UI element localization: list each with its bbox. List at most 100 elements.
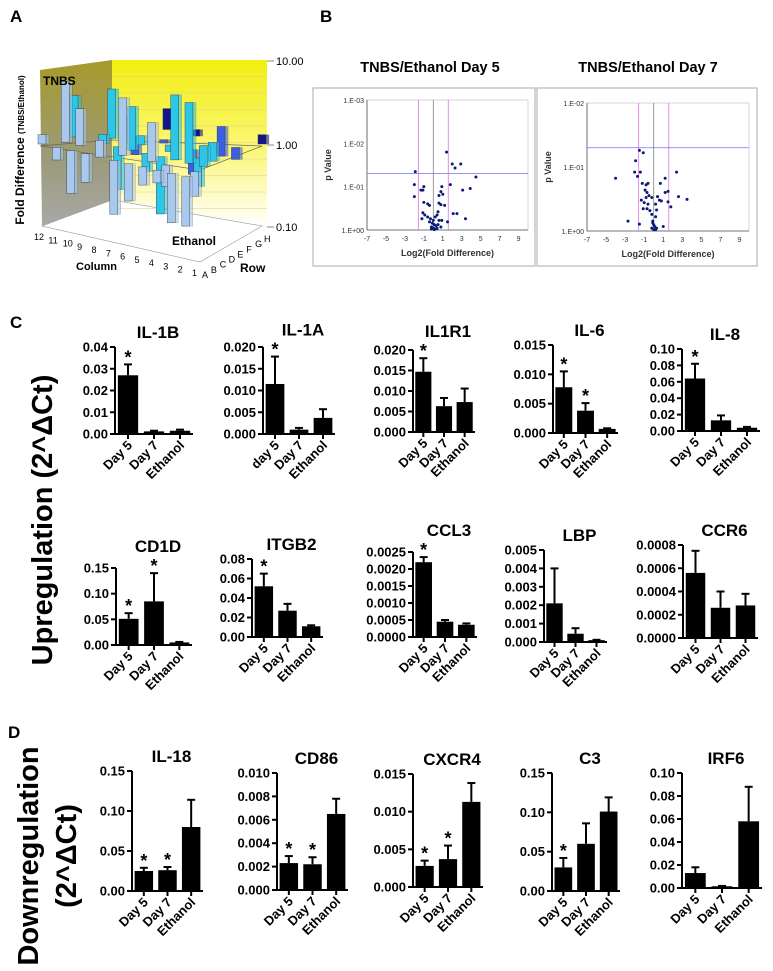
bar-3d-side [88, 153, 93, 183]
y-axis-label: p Value [543, 151, 553, 183]
bar [458, 624, 475, 637]
y-tick-label: 1.E-01 [343, 185, 364, 192]
y-tick-label: 0.08 [650, 358, 675, 373]
data-point [448, 183, 452, 187]
data-point [412, 183, 416, 187]
y-tick-label: 0.00 [650, 881, 675, 896]
significance-star: * [164, 850, 171, 870]
bar-3d [109, 160, 119, 215]
chart-title: IL-8 [710, 325, 740, 344]
x-tick-label: Day 5 [100, 438, 135, 473]
column-tick-label: 12 [34, 232, 44, 242]
y-tick-label: 0.005 [513, 396, 546, 411]
significance-star: * [444, 829, 451, 849]
chart-title: IL-18 [152, 747, 192, 766]
bar-3d-side [103, 140, 107, 158]
x-tick-label: 1 [441, 236, 445, 243]
y-tick-label: 0.015 [373, 363, 406, 378]
data-point [428, 220, 432, 224]
data-point [445, 150, 449, 154]
data-point [429, 227, 433, 231]
data-point [435, 213, 439, 217]
bar [181, 827, 201, 891]
y-tick-label: 1.E+00 [562, 229, 584, 236]
y-tick-label: 0.010 [223, 383, 256, 398]
data-point [646, 181, 650, 185]
data-point [474, 175, 478, 179]
bar [438, 859, 458, 887]
bar-3d [107, 88, 116, 139]
column-tick-label: 3 [163, 261, 168, 271]
data-point [645, 207, 649, 211]
x-tick-label: -3 [622, 237, 628, 244]
annotation-ethanol: Ethanol [172, 234, 216, 248]
x-tick-label: 1 [661, 237, 665, 244]
significance-star: * [309, 840, 316, 860]
bar-3d-side [115, 88, 119, 139]
x-tick-label: Day 5 [667, 892, 702, 927]
bar-3d [61, 81, 70, 143]
bar-3d [257, 134, 267, 145]
y-tick-label: 1.00 [276, 140, 297, 152]
significance-star: * [420, 341, 427, 361]
bar-3d-side [265, 134, 270, 145]
column-tick-label: 9 [77, 242, 82, 252]
y-tick-label: 0.01 [83, 405, 108, 420]
bar-3d [123, 163, 133, 202]
column-tick-label: 6 [120, 252, 125, 262]
y-tick-label: 0.00 [220, 630, 245, 645]
bar-3d-side [117, 160, 121, 215]
data-point [428, 217, 432, 221]
data-point [453, 166, 457, 170]
data-point [439, 203, 443, 207]
row-tick-label: F [246, 244, 252, 254]
y-tick-label: 0.05 [520, 844, 545, 859]
panel-label-b: B [320, 7, 332, 26]
data-point [428, 203, 432, 207]
x-tick-label: 7 [498, 236, 502, 243]
column-tick-label: 8 [91, 245, 96, 255]
data-point [459, 162, 463, 166]
data-point [426, 215, 430, 219]
data-point [614, 176, 618, 180]
bar [118, 618, 139, 645]
bar [710, 607, 731, 638]
data-point [431, 218, 435, 222]
data-point [450, 162, 454, 166]
bar-3d [181, 176, 190, 227]
data-point [654, 215, 658, 219]
data-point [685, 197, 689, 201]
y-tick-label: 0.0000 [366, 630, 406, 645]
bar-3d [147, 122, 156, 162]
column-tick-label: 4 [149, 258, 154, 268]
data-point [669, 205, 673, 209]
bar-3d [167, 173, 176, 224]
data-point [436, 223, 440, 227]
bar-3d-side [192, 102, 197, 164]
bar-3d-side [60, 147, 64, 161]
panel-a-3d-bar-chart: Fold Difference (TNBS/Ethanol) 10.00 1.00 0… [13, 56, 304, 280]
data-point [654, 202, 658, 206]
data-point [439, 225, 443, 229]
bar [169, 430, 191, 434]
bar-3d-side [146, 166, 150, 186]
y-tick-label: 0.001 [504, 616, 537, 631]
bar [415, 865, 434, 887]
y-tick-label: 0.010 [237, 766, 270, 781]
y-tick-label: 0.005 [373, 842, 406, 857]
row-tick-label: E [237, 249, 243, 259]
panel-b-volcano-plots: TNBS/Ethanol Day 5 -7 -5 -3 -1 1 3 5 7 9 1.E-03 1.E… [312, 60, 758, 267]
bar [254, 586, 274, 637]
data-point [676, 195, 680, 199]
y-axis-sublabel: (TNBS/Ethanol) [17, 75, 26, 134]
bar-3d [162, 108, 172, 130]
data-point [422, 185, 426, 189]
bar [546, 603, 563, 642]
y-tick-label: 0.15 [100, 764, 125, 779]
data-point [646, 202, 650, 206]
y-tick-label: 0.0000 [636, 631, 676, 646]
bar [303, 864, 322, 890]
